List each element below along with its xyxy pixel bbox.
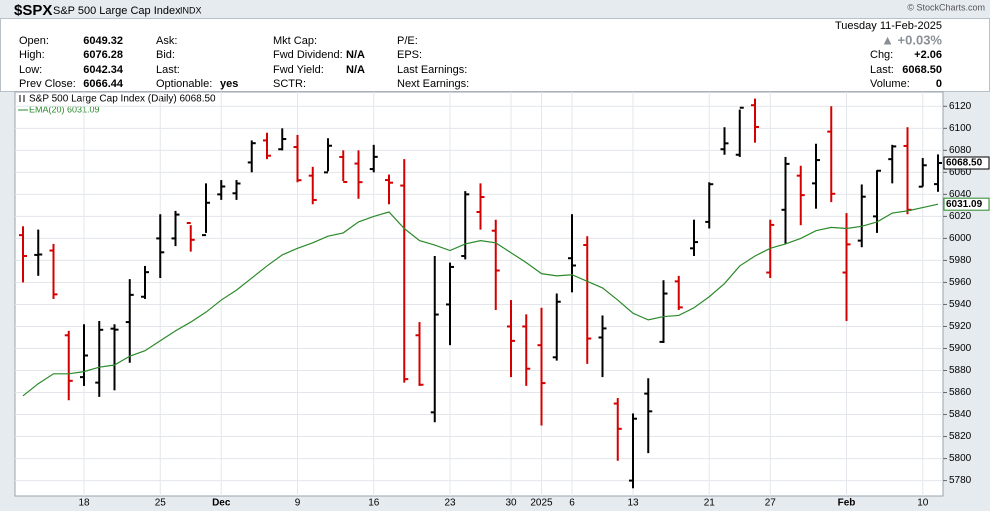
y-tick-label: 6100: [949, 123, 972, 134]
field-label: SCTR:: [273, 78, 306, 90]
exchange: INDX: [180, 5, 202, 15]
date: Tuesday 11-Feb-2025: [835, 20, 942, 32]
y-tick-label: 6120: [949, 101, 972, 112]
last-price-label: 6068.50: [946, 158, 983, 169]
field-value: 6042.34: [83, 64, 124, 76]
field-label: Last Earnings:: [397, 64, 467, 76]
field-label: Bid:: [156, 49, 175, 61]
ema-line: [22, 203, 939, 397]
x-tick-label: 10: [917, 498, 929, 509]
field-label: Fwd Yield:: [273, 64, 324, 76]
y-tick-label: 5920: [949, 321, 972, 332]
field-value: +2.06: [914, 49, 942, 61]
legend-price: S&P 500 Large Cap Index (Daily) 6068.50: [29, 94, 216, 105]
x-tick-label: 2025: [530, 498, 553, 509]
field-label: Next Earnings:: [397, 78, 469, 90]
x-tick-label: 25: [155, 498, 167, 509]
last-price-label-box: [943, 156, 990, 170]
y-tick-label: 5800: [949, 453, 972, 464]
index-name: S&P 500 Large Cap Index: [53, 5, 181, 17]
change-percent: ▲ +0.03%: [881, 32, 942, 47]
y-tick-label: 6060: [949, 167, 972, 178]
field-label: Chg:: [870, 49, 893, 61]
grid: [15, 92, 943, 496]
x-tick-label: 18: [78, 498, 90, 509]
y-tick-label: 5960: [949, 277, 972, 288]
y-tick-label: 5880: [949, 365, 972, 376]
y-tick-label: 6000: [949, 233, 972, 244]
field-label: Mkt Cap:: [273, 35, 317, 47]
y-tick-label: 5940: [949, 299, 972, 310]
x-tick-label: 23: [444, 498, 456, 509]
y-tick-label: 5780: [949, 475, 972, 486]
field-label: P/E:: [397, 35, 418, 47]
x-tick-label: 21: [704, 498, 716, 509]
copyright: © StockCharts.com: [907, 2, 985, 12]
x-tick-label: 16: [368, 498, 380, 509]
field-value: N/A: [346, 49, 365, 61]
last-ema-label: 6031.09: [946, 199, 983, 210]
field-label: Open:: [19, 35, 49, 47]
field-value: N/A: [346, 64, 365, 76]
x-tick-label: 9: [295, 498, 301, 509]
legend-icon: [19, 95, 25, 102]
field-value: 6068.50: [902, 64, 942, 76]
field-label: Low:: [19, 64, 42, 76]
field-label: EPS:: [397, 49, 422, 61]
field-label: Last:: [870, 64, 894, 76]
x-tick-label: 13: [627, 498, 639, 509]
header-panel: [0, 18, 990, 92]
field-value: 6066.44: [83, 78, 124, 90]
x-tick-label: 6: [569, 498, 575, 509]
y-tick-label: 6020: [949, 211, 972, 222]
y-tick-label: 6080: [949, 145, 972, 156]
y-tick-label: 5840: [949, 409, 972, 420]
symbol: $SPX: [14, 2, 52, 19]
field-label: Prev Close:: [19, 78, 76, 90]
y-tick-label: 5820: [949, 431, 972, 442]
field-label: High:: [19, 49, 45, 61]
field-value: yes: [220, 78, 238, 90]
y-tick-label: 5980: [949, 255, 972, 266]
field-label: Fwd Dividend:: [273, 49, 343, 61]
x-tick-label: Feb: [838, 498, 856, 509]
field-value: 6076.28: [83, 49, 123, 61]
legend-ema: EMA(20) 6031.09: [29, 104, 100, 114]
field-label: Last:: [156, 64, 180, 76]
x-tick-label: Dec: [212, 498, 231, 509]
field-value: 6049.32: [83, 35, 123, 47]
y-tick-label: 5900: [949, 343, 972, 354]
y-tick-label: 5860: [949, 387, 972, 398]
field-label: Ask:: [156, 35, 177, 47]
field-label: Volume:: [870, 78, 910, 90]
y-tick-label: 6040: [949, 189, 972, 200]
field-label: Optionable:: [156, 78, 212, 90]
x-tick-label: 27: [765, 498, 777, 509]
field-value: 0: [936, 78, 942, 90]
x-tick-label: 30: [505, 498, 517, 509]
plot-area: [14, 91, 944, 497]
last-ema-label-box: [943, 197, 990, 211]
